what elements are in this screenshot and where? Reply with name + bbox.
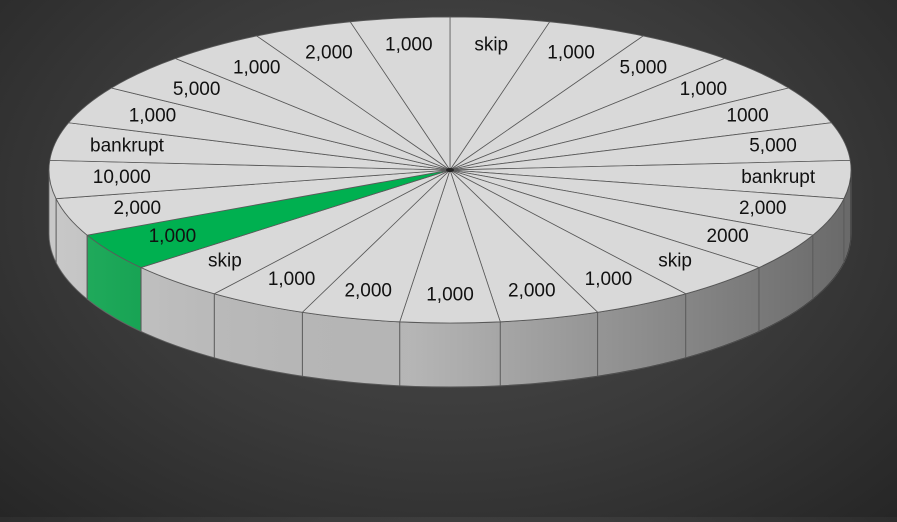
wheel-segment-label: 1,000 bbox=[268, 269, 316, 290]
wheel-segment-label: 1,000 bbox=[585, 269, 633, 290]
wheel-segment-label: 1,000 bbox=[547, 42, 595, 63]
wheel-segment-label: 2000 bbox=[706, 226, 748, 247]
wheel-segment-label: bankrupt bbox=[741, 167, 816, 188]
wheel-segment-label: 1000 bbox=[726, 106, 768, 127]
wheel-rim bbox=[48, 169, 852, 388]
wheel-rim-shade bbox=[49, 170, 851, 387]
wheel-segment-label: 1,000 bbox=[233, 58, 281, 79]
wheel-segment-label: 10,000 bbox=[93, 167, 151, 188]
wheel-segment-label: 1,000 bbox=[426, 284, 474, 305]
wheel-labels: skip 1,000 5,000 1,000 1000 5,000 bankrupt 2,00… bbox=[90, 35, 816, 306]
wheel-segment-label: 2,000 bbox=[508, 281, 556, 302]
wheel-segment-label: 2,000 bbox=[344, 281, 392, 302]
wheel-hub bbox=[446, 168, 454, 172]
wheel-segment-label: 2,000 bbox=[305, 42, 353, 63]
wheel-segment-label: skip bbox=[208, 250, 242, 271]
wheel-segment-label: 5,000 bbox=[749, 136, 797, 157]
wheel-segment-label: 5,000 bbox=[620, 58, 668, 79]
wheel-segment-label: 1,000 bbox=[680, 79, 728, 100]
wheel-segment-label: skip bbox=[658, 250, 692, 271]
wheel-segment-label: 2,000 bbox=[739, 198, 787, 219]
wheel-segment-label: 1,000 bbox=[129, 106, 177, 127]
wheel-segment-label: bankrupt bbox=[90, 136, 165, 157]
wheel-segment-label: 2,000 bbox=[114, 198, 162, 219]
wheel-face bbox=[48, 16, 852, 324]
wheel-segment-label: 1,000 bbox=[385, 35, 433, 56]
wheel-segment-label: skip bbox=[474, 35, 508, 56]
wheel-segment-label: 5,000 bbox=[173, 79, 221, 100]
wheel-segment bbox=[349, 16, 451, 172]
wheel-segment-label: 1,000 bbox=[149, 226, 197, 247]
